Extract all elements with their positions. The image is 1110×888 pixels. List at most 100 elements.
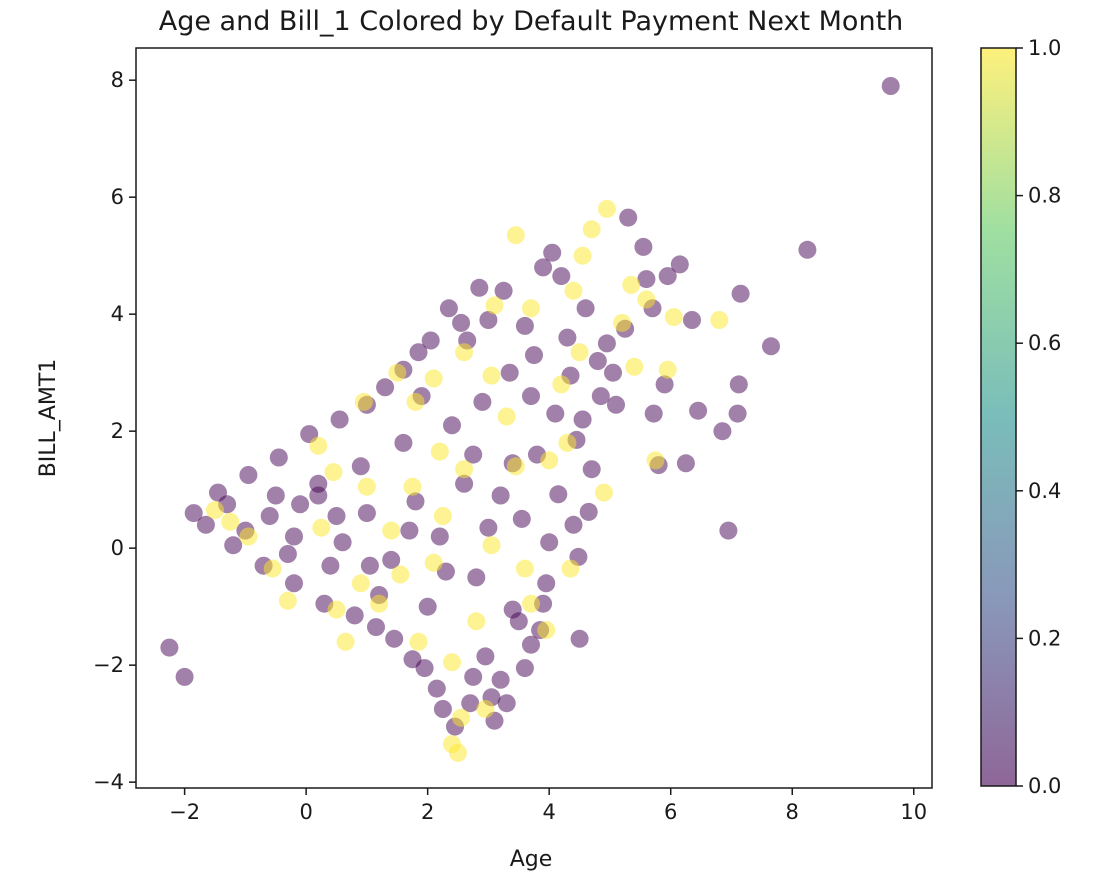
scatter-point <box>497 694 516 713</box>
scatter-point <box>683 311 701 329</box>
scatter-point <box>506 226 525 245</box>
scatter-point <box>263 559 282 578</box>
colorbar-ticks: 0.0 0.2 0.4 0.6 0.8 1.0 <box>1016 36 1061 798</box>
scatter-point <box>476 647 495 666</box>
scatter-point <box>403 650 422 669</box>
scatter-point <box>658 360 677 379</box>
scatter-point <box>558 328 577 347</box>
scatter-point <box>221 512 240 531</box>
scatter-point <box>573 410 592 429</box>
scatter-point <box>482 366 501 385</box>
scatter-point <box>522 387 540 406</box>
scatter-point <box>427 679 446 698</box>
scatter-point <box>573 246 592 265</box>
scatter-point <box>537 621 556 640</box>
scatter-point <box>570 343 589 362</box>
scatter-point <box>278 545 297 563</box>
scatter-point <box>430 442 449 461</box>
scatter-point <box>430 527 449 546</box>
scatter-point <box>357 477 376 496</box>
scatter-point <box>515 659 534 678</box>
scatter-point <box>196 515 215 534</box>
scatter-point <box>409 632 428 651</box>
scatter-point <box>594 483 613 502</box>
scatter-point <box>479 311 498 329</box>
scatter-point <box>409 343 428 362</box>
scatter-point <box>345 606 364 625</box>
scatter-point <box>269 448 288 467</box>
scatter-point <box>160 638 179 657</box>
scatter-point <box>485 296 504 315</box>
scatter-point <box>424 553 443 572</box>
scatter-point <box>582 220 601 239</box>
scatter-point <box>239 466 258 484</box>
scatter-point <box>607 395 625 414</box>
scatter-point <box>522 635 540 654</box>
scatter-point <box>710 311 729 329</box>
scatter-point <box>552 375 571 394</box>
scatter-point <box>719 521 738 540</box>
scatter-point <box>473 392 492 411</box>
scatter-point <box>515 316 534 335</box>
chart-title: Age and Bill_1 Colored by Default Paymen… <box>159 6 904 37</box>
scatter-point <box>570 629 589 648</box>
scatter-point <box>591 387 610 406</box>
y-axis: −4 −2 0 2 4 6 8 <box>93 68 136 794</box>
scatter-point <box>452 708 471 727</box>
scatter-point <box>455 474 474 493</box>
scatter-point <box>546 404 565 423</box>
scatter-point <box>470 278 489 297</box>
scatter-point <box>327 600 346 619</box>
scatter-point <box>321 556 340 575</box>
scatter-point <box>564 281 583 300</box>
scatter-point <box>549 485 568 504</box>
scatter-point <box>512 509 531 528</box>
scatter-point <box>798 240 817 259</box>
scatter-point <box>597 199 616 218</box>
scatter-point <box>731 284 750 303</box>
points-layer <box>160 77 900 762</box>
scatter-point <box>522 299 540 318</box>
scatter-point <box>260 507 279 525</box>
scatter-point <box>479 518 498 537</box>
scatter-point <box>443 735 461 754</box>
scatter-point <box>406 492 425 511</box>
scatter-point <box>285 574 303 593</box>
scatter-point <box>433 507 452 525</box>
scatter-point <box>540 533 559 552</box>
colorbar-tick-label: 0.4 <box>1028 479 1061 503</box>
scatter-point <box>540 451 559 470</box>
scatter-point <box>357 504 376 523</box>
x-tick-label: 2 <box>421 800 434 824</box>
colorbar-tick-label: 0.2 <box>1028 626 1061 650</box>
scatter-point <box>312 518 331 537</box>
scatter-point <box>637 290 656 309</box>
scatter-point <box>729 375 748 394</box>
colorbar-gradient <box>981 48 1016 786</box>
scatter-point <box>728 404 747 423</box>
scatter-point <box>644 404 663 423</box>
scatter-point <box>206 501 224 520</box>
scatter-point <box>658 267 677 286</box>
scatter-point <box>400 521 419 540</box>
colorbar-tick-label: 0.0 <box>1028 774 1061 798</box>
scatter-point <box>439 299 458 318</box>
scatter-point <box>597 334 616 353</box>
scatter-point <box>309 436 328 455</box>
scatter-point <box>582 460 601 479</box>
scatter-point <box>588 352 607 370</box>
scatter-point <box>676 454 695 473</box>
y-tick-label: 2 <box>111 419 124 443</box>
scatter-point <box>239 527 258 546</box>
scatter-point <box>491 486 510 505</box>
scatter-point <box>351 457 370 476</box>
scatter-point <box>330 410 349 429</box>
scatter-point <box>564 515 583 534</box>
scatter-point <box>391 565 410 584</box>
scatter-point <box>515 559 534 578</box>
scatter-point <box>418 597 437 616</box>
scatter-point <box>394 433 413 452</box>
y-axis-label: BILL_AMT1 <box>36 359 61 478</box>
scatter-point <box>382 550 401 569</box>
x-tick-label: 10 <box>900 800 927 824</box>
